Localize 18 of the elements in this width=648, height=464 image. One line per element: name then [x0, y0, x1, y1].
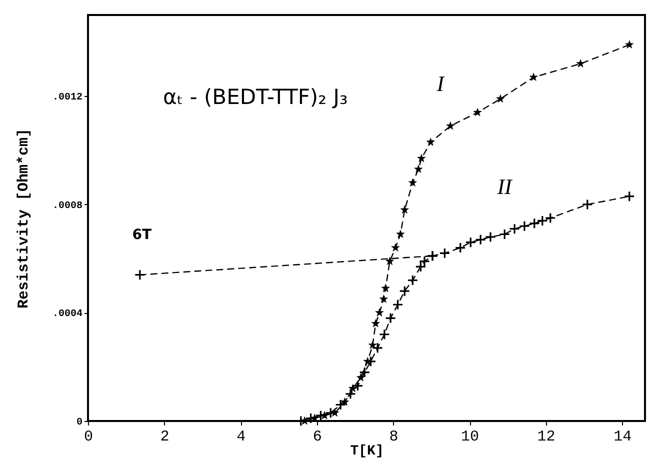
x-tick-label: 12 [537, 428, 556, 446]
x-tick-label: 8 [389, 428, 398, 446]
series-label: II [496, 174, 514, 199]
x-axis-title: T[K] [350, 444, 384, 460]
x-tick-label: 14 [614, 428, 632, 446]
y-tick-label: .0004 [52, 309, 82, 320]
x-tick-label: 2 [160, 428, 170, 446]
annotation: αₜ - (BEDT-TTF)₂ J₃ [163, 85, 348, 109]
y-tick-label: .0012 [52, 92, 82, 104]
x-tick-label: 6 [312, 428, 322, 446]
x-tick-label: 0 [84, 428, 94, 446]
text: 6T [132, 226, 152, 243]
y-axis-title: Resistivity [Ohm*cm] [15, 128, 32, 309]
x-tick-label: 4 [236, 428, 246, 446]
x-tick-label: 10 [461, 428, 480, 446]
series-label: I [436, 70, 446, 96]
y-tick-label: 0 [76, 418, 82, 428]
y-tick-label: .0008 [52, 200, 82, 212]
